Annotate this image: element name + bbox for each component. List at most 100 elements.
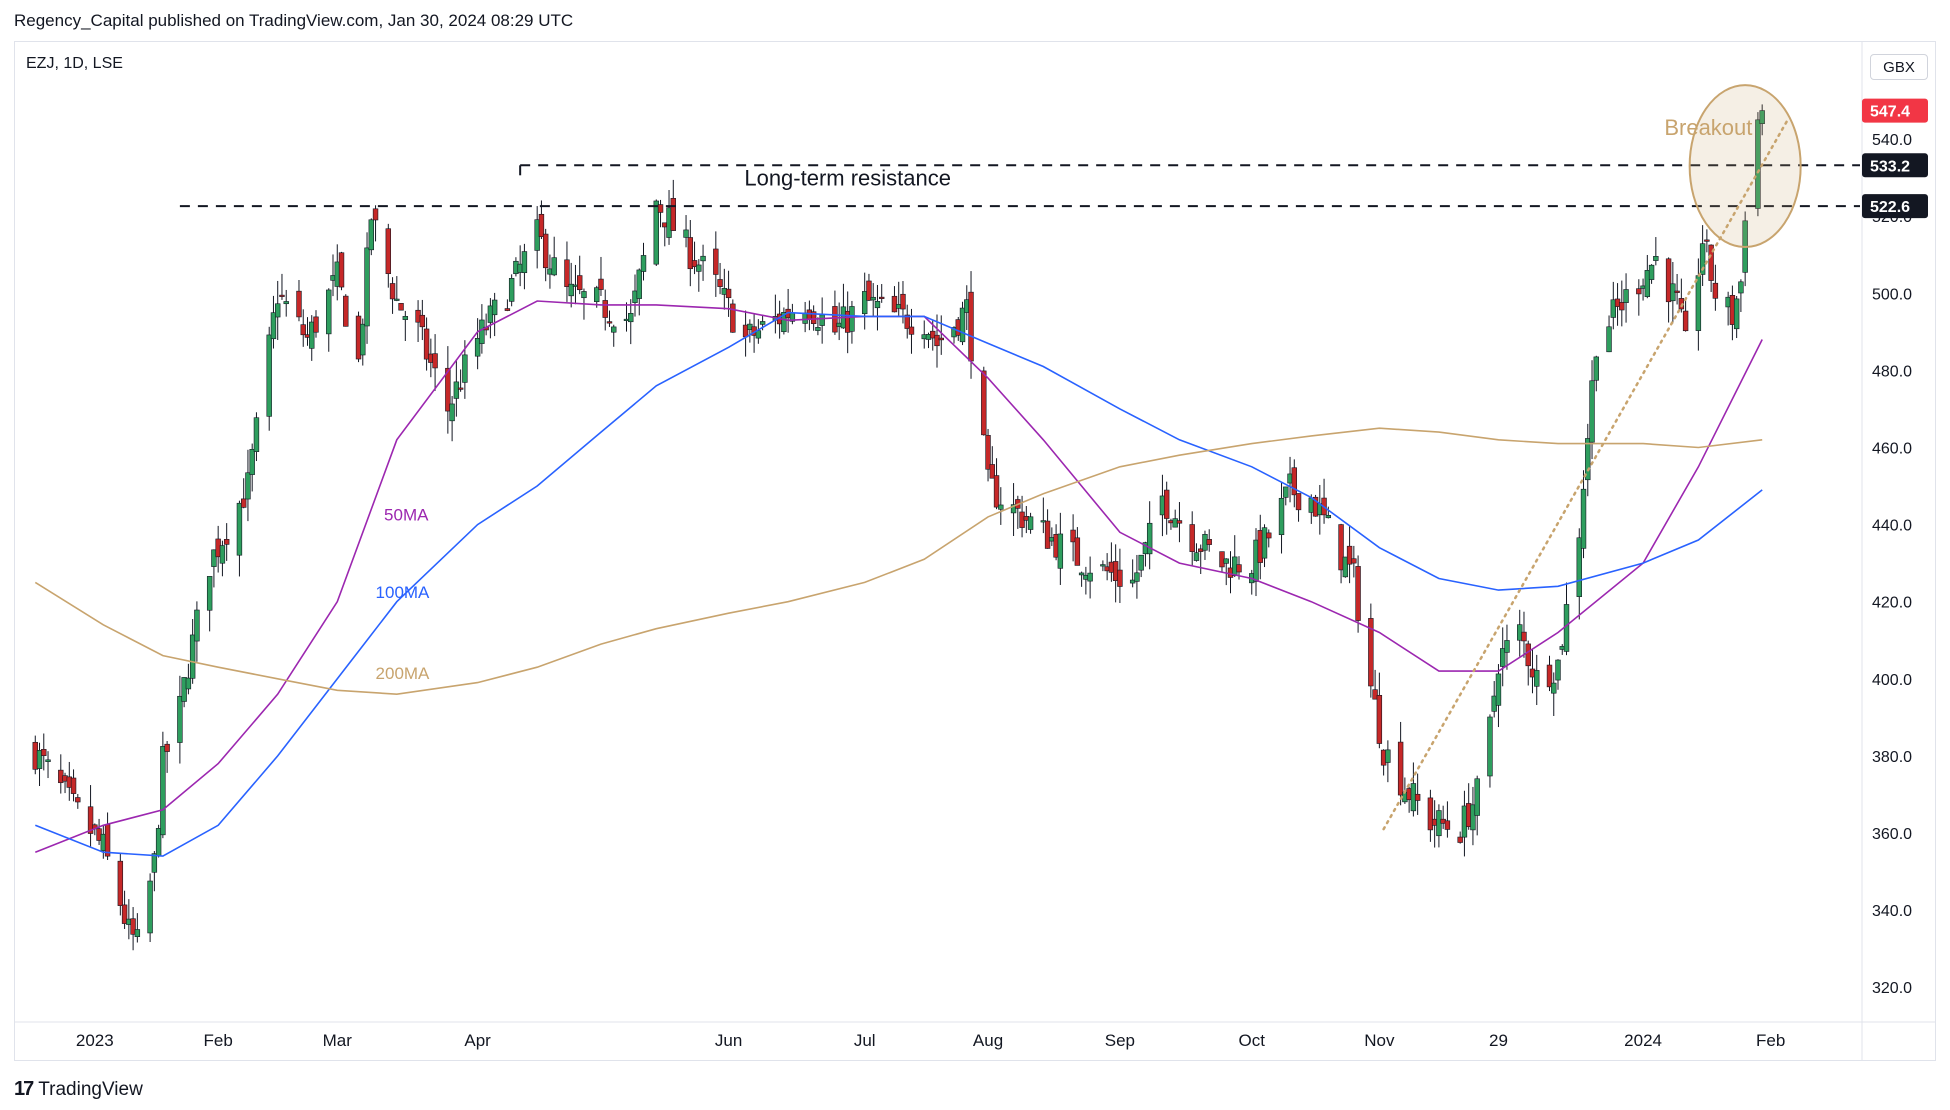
candle-up bbox=[1576, 537, 1582, 597]
candle-down bbox=[1674, 290, 1680, 293]
candle-up bbox=[1585, 438, 1591, 481]
candle-up bbox=[249, 449, 255, 475]
candle-down bbox=[1525, 643, 1531, 667]
candle-down bbox=[985, 435, 991, 470]
candle-up bbox=[581, 291, 587, 299]
ma-line-50ma bbox=[35, 300, 1763, 853]
candle-down bbox=[313, 316, 319, 333]
candle-down bbox=[981, 370, 987, 436]
candle-up bbox=[700, 255, 706, 262]
x-tick-label: Mar bbox=[323, 1031, 353, 1050]
candle-down bbox=[1457, 836, 1463, 843]
candle-up bbox=[1100, 564, 1106, 567]
symbol-label: EZJ, 1D, LSE bbox=[26, 55, 123, 72]
y-tick-label: 420.0 bbox=[1872, 595, 1912, 612]
candle-down bbox=[1351, 558, 1357, 564]
candle-down bbox=[717, 279, 723, 287]
candle-down bbox=[504, 308, 511, 311]
x-tick-label: Feb bbox=[204, 1031, 233, 1050]
candle-up bbox=[1606, 326, 1612, 353]
price-tag-box bbox=[1862, 98, 1928, 123]
candle-up bbox=[283, 301, 289, 305]
candle-up bbox=[1738, 281, 1744, 294]
candle-up bbox=[270, 312, 277, 340]
candle-down bbox=[657, 204, 664, 213]
candle-up bbox=[1551, 682, 1557, 694]
brand-name: TradingView bbox=[38, 1078, 143, 1100]
candle-up bbox=[326, 289, 332, 335]
candle-up bbox=[185, 677, 192, 690]
price-tag-label: 533.2 bbox=[1870, 158, 1910, 175]
candle-down bbox=[725, 288, 732, 299]
annotation-label: 100MA bbox=[376, 583, 431, 602]
x-tick-label: Apr bbox=[464, 1031, 491, 1050]
candle-up bbox=[1504, 640, 1510, 653]
candle-up bbox=[309, 321, 315, 349]
candle-up bbox=[1695, 275, 1702, 331]
candle-down bbox=[1414, 793, 1421, 801]
candle-down bbox=[385, 228, 392, 275]
candle-up bbox=[151, 853, 158, 873]
candle-down bbox=[1678, 298, 1685, 310]
candle-down bbox=[968, 291, 974, 362]
candle-up bbox=[206, 576, 213, 611]
y-tick-label: 360.0 bbox=[1872, 826, 1912, 843]
candle-up bbox=[594, 287, 600, 303]
candle-up bbox=[696, 264, 702, 272]
candle-down bbox=[1636, 288, 1642, 295]
candle-down bbox=[938, 337, 944, 341]
candle-down bbox=[432, 353, 438, 369]
candle-down bbox=[1044, 520, 1051, 549]
candle-up bbox=[211, 549, 217, 567]
candle-up bbox=[266, 334, 272, 417]
candle-down bbox=[670, 198, 676, 231]
candle-up bbox=[194, 609, 200, 642]
candle-up bbox=[1755, 119, 1761, 209]
candle-up bbox=[874, 301, 881, 309]
candle-up bbox=[394, 298, 400, 301]
candle-up bbox=[1653, 256, 1659, 261]
annotation-label: 200MA bbox=[376, 664, 431, 683]
candle-down bbox=[372, 208, 379, 221]
candle-up bbox=[1487, 716, 1493, 777]
candle-up bbox=[959, 307, 966, 343]
candle-down bbox=[879, 296, 885, 299]
candle-down bbox=[1295, 493, 1302, 511]
candle-up bbox=[653, 200, 659, 265]
candle-up bbox=[1500, 648, 1506, 667]
candle-up bbox=[36, 750, 43, 769]
candle-up bbox=[1027, 516, 1034, 530]
candle-down bbox=[1117, 569, 1123, 587]
candle-up bbox=[219, 545, 226, 564]
candle-down bbox=[713, 248, 719, 275]
candle-down bbox=[117, 860, 124, 906]
annotation-label: Long-term resistance bbox=[744, 165, 951, 190]
candle-down bbox=[419, 314, 426, 328]
candle-up bbox=[1644, 270, 1651, 297]
x-tick-label: Aug bbox=[973, 1031, 1003, 1050]
candle-down bbox=[810, 311, 817, 325]
candle-up bbox=[189, 634, 196, 679]
candle-up bbox=[1474, 778, 1480, 816]
candle-down bbox=[164, 743, 170, 752]
x-tick-label: Oct bbox=[1239, 1031, 1266, 1050]
x-tick-label: Jun bbox=[715, 1031, 742, 1050]
candle-down bbox=[900, 293, 906, 310]
candle-down bbox=[1665, 258, 1672, 303]
candle-up bbox=[1623, 289, 1629, 303]
candle-up bbox=[1010, 504, 1017, 514]
candle-down bbox=[130, 918, 136, 935]
candle-down bbox=[1682, 310, 1689, 332]
candle-up bbox=[1283, 486, 1289, 498]
price-tag-label: 522.6 bbox=[1870, 199, 1910, 216]
candle-down bbox=[1619, 302, 1625, 311]
candle-up bbox=[849, 306, 855, 332]
candle-down bbox=[75, 797, 81, 803]
currency-button[interactable]: GBX bbox=[1870, 54, 1928, 80]
candle-down bbox=[1163, 489, 1170, 519]
candle-up bbox=[1261, 527, 1268, 559]
candle-down bbox=[389, 283, 396, 300]
price-tag-box bbox=[1862, 153, 1928, 178]
annotation-label: Breakout bbox=[1664, 115, 1752, 140]
